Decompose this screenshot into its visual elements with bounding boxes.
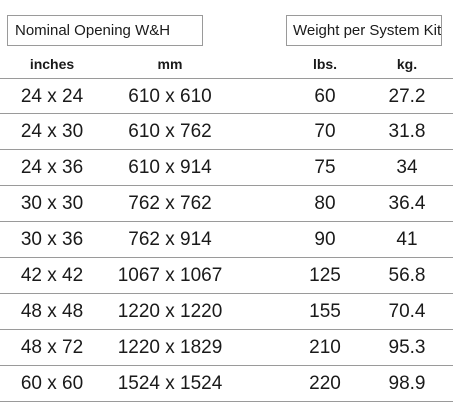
mm-cell: 610 x 914 [128,157,212,178]
mm-cell: 610 x 762 [128,121,212,142]
mm-cell: 1067 x 1067 [117,265,223,286]
kg-cell: 56.8 [388,265,426,286]
lbs-cell: 80 [314,193,336,214]
inches-unit-label: inches [29,56,75,72]
kg-unit-label: kg. [396,56,418,72]
inches-cell: 24 x 36 [20,157,84,178]
lbs-cell: 155 [309,301,341,322]
kg-cell: 34 [396,157,418,178]
mm-cell: 762 x 762 [128,193,212,214]
inches-cell: 24 x 30 [20,121,84,142]
table-row: 30 x 36 762 x 914 90 41 [0,222,453,258]
inches-cell: 60 x 60 [20,373,84,394]
kg-cell: 70.4 [388,301,426,322]
unit-header-row: inches mm lbs. kg. [0,50,453,78]
inches-cell: 24 x 24 [20,86,84,107]
table-row: 48 x 72 1220 x 1829 210 95.3 [0,330,453,366]
weight-table-body: 24 x 24 610 x 610 60 27.2 24 x 30 610 x … [0,78,453,402]
mm-cell: 762 x 914 [128,229,212,250]
inches-cell: 48 x 72 [20,337,84,358]
lbs-cell: 90 [314,229,336,250]
mm-cell: 1220 x 1220 [117,301,223,322]
inches-cell: 48 x 48 [20,301,84,322]
table-row: 24 x 36 610 x 914 75 34 [0,150,453,186]
mm-cell: 1220 x 1829 [117,337,223,358]
table-row: 24 x 24 610 x 610 60 27.2 [0,78,453,114]
table-row: 42 x 42 1067 x 1067 125 56.8 [0,258,453,294]
inches-cell: 30 x 36 [20,229,84,250]
lbs-cell: 210 [309,337,341,358]
nominal-opening-header: Nominal Opening W&H [7,15,203,46]
kg-cell: 36.4 [388,193,426,214]
lbs-cell: 125 [309,265,341,286]
kg-cell: 27.2 [388,86,426,107]
mm-cell: 610 x 610 [128,86,212,107]
kg-cell: 95.3 [388,337,426,358]
kg-cell: 31.8 [388,121,426,142]
inches-cell: 42 x 42 [20,265,84,286]
table-row: 24 x 30 610 x 762 70 31.8 [0,114,453,150]
lbs-unit-label: lbs. [312,56,338,72]
lbs-cell: 70 [314,121,336,142]
lbs-cell: 220 [309,373,341,394]
table-row: 30 x 30 762 x 762 80 36.4 [0,186,453,222]
weight-per-kit-header: Weight per System Kit [286,15,442,46]
table-row: 48 x 48 1220 x 1220 155 70.4 [0,294,453,330]
inches-cell: 30 x 30 [20,193,84,214]
mm-unit-label: mm [157,56,183,72]
kg-cell: 98.9 [388,373,426,394]
kg-cell: 41 [396,229,418,250]
lbs-cell: 75 [314,157,336,178]
lbs-cell: 60 [314,86,336,107]
table-row: 60 x 60 1524 x 1524 220 98.9 [0,366,453,402]
mm-cell: 1524 x 1524 [117,373,223,394]
